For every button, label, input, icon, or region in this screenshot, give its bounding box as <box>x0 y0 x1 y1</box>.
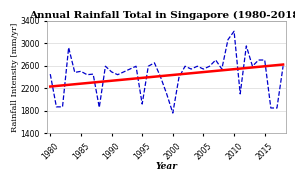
X-axis label: Year: Year <box>156 162 178 171</box>
Title: Annual Rainfall Total in Singapore (1980-2018): Annual Rainfall Total in Singapore (1980… <box>29 11 295 20</box>
Y-axis label: Rainfall Intensity [mm/yr]: Rainfall Intensity [mm/yr] <box>11 22 19 132</box>
